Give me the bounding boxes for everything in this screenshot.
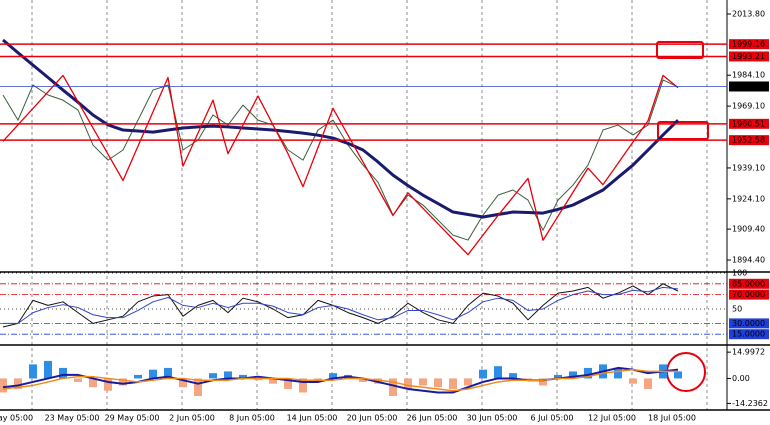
x-tick-label: 23 May 05:00: [45, 414, 100, 423]
y-tick-label: 15.0000: [732, 330, 765, 339]
tick-label-box: [729, 278, 769, 289]
level-label-box: [729, 135, 769, 146]
y-tick-label: 2013.80: [732, 10, 765, 19]
histogram-bar: [164, 367, 172, 379]
x-tick-label: 18 Jul 05:00: [648, 414, 696, 423]
histogram-bar: [44, 360, 52, 379]
y-tick-label: -14.2362: [732, 399, 768, 408]
histogram-bar: [239, 374, 247, 379]
histogram-bar: [584, 367, 592, 379]
histogram-bar: [134, 374, 142, 379]
x-tick-label: 2 Jun 05:00: [169, 414, 215, 423]
histogram-bar: [404, 378, 412, 389]
y-tick-label: 50: [732, 305, 742, 314]
y-tick-label: 100: [732, 269, 747, 278]
tick-label-box: [729, 318, 769, 329]
y-tick-label: 30.0000: [732, 319, 765, 328]
y-tick-label: 1894.40: [732, 256, 765, 265]
level-label-box: [729, 39, 769, 50]
histogram-bar: [194, 378, 202, 396]
y-tick-label: 70.0000: [732, 290, 765, 299]
histogram-bar: [389, 378, 397, 396]
histogram-bar: [89, 378, 97, 388]
histogram-bar: [554, 374, 562, 379]
x-tick-label: 6 Jul 05:00: [531, 414, 574, 423]
level-label-box: [729, 118, 769, 129]
series-line: [2, 366, 679, 394]
histogram-bar: [419, 378, 427, 386]
level-label: 1960.51: [732, 119, 765, 128]
histogram-bar: [0, 378, 7, 393]
histogram-bar: [104, 378, 112, 391]
series-line: [2, 79, 679, 241]
histogram-bar: [479, 369, 487, 379]
x-tick-label: 30 Jun 05:00: [467, 414, 518, 423]
histogram-bar: [269, 378, 277, 384]
x-tick-label: 26 Jun 05:00: [407, 414, 458, 423]
highlight-box: [657, 121, 709, 140]
histogram-bar: [509, 373, 517, 379]
series-line: [3, 286, 679, 324]
level-label: 1999.16: [732, 40, 765, 49]
y-tick-label: 1909.40: [732, 225, 765, 234]
tick-label-box: [729, 329, 769, 340]
histogram-bar: [434, 378, 442, 388]
histogram-bar: [449, 378, 457, 389]
histogram-bar: [359, 378, 367, 382]
histogram-bar: [464, 378, 472, 386]
histogram-bar: [629, 378, 637, 384]
level-label: 1993.21: [732, 52, 765, 61]
histogram-bar: [614, 367, 622, 379]
histogram-bar: [284, 378, 292, 389]
level-label: 1952.58: [732, 136, 765, 145]
x-tick-label: 12 Jul 05:00: [588, 414, 636, 423]
histogram-bar: [209, 373, 217, 379]
current-price-label: 1978.63: [732, 82, 765, 91]
histogram-bar: [74, 378, 82, 382]
histogram-bar: [119, 378, 127, 386]
series-line: [2, 368, 678, 392]
histogram-bar: [59, 367, 67, 379]
y-tick-label: 85.0000: [732, 279, 765, 288]
y-tick-label: 1969.10: [732, 102, 765, 111]
histogram-bar: [644, 378, 652, 389]
x-tick-label: 29 May 05:00: [105, 414, 160, 423]
histogram-bar: [569, 371, 577, 379]
y-tick-label: 14.9972: [732, 348, 765, 357]
histogram-bar: [494, 366, 502, 379]
y-tick-label: 1924.10: [732, 194, 765, 203]
y-tick-label: 0.00: [732, 374, 750, 383]
histogram-bar: [299, 378, 307, 393]
histogram-bar: [14, 378, 22, 389]
histogram-bar: [29, 364, 37, 379]
y-tick-label: 1984.10: [732, 71, 765, 80]
highlight-box: [656, 41, 704, 59]
histogram-bar: [224, 371, 232, 379]
x-tick-label: 14 Jun 05:00: [287, 414, 338, 423]
histogram-bar: [179, 378, 187, 388]
series-line: [2, 74, 679, 256]
level-label-box: [729, 51, 769, 62]
histogram-bar: [539, 378, 547, 386]
current-price-box: [729, 81, 769, 92]
tick-label-box: [729, 289, 769, 300]
histogram-bar: [674, 371, 682, 379]
x-tick-label: May 05:00: [0, 414, 33, 423]
x-tick-label: 8 Jun 05:00: [229, 414, 275, 423]
histogram-bar: [329, 373, 337, 379]
y-tick-label: 1939.10: [732, 163, 765, 172]
histogram-bar: [254, 378, 262, 381]
x-tick-label: 20 Jun 05:00: [347, 414, 398, 423]
histogram-bar: [149, 369, 157, 379]
